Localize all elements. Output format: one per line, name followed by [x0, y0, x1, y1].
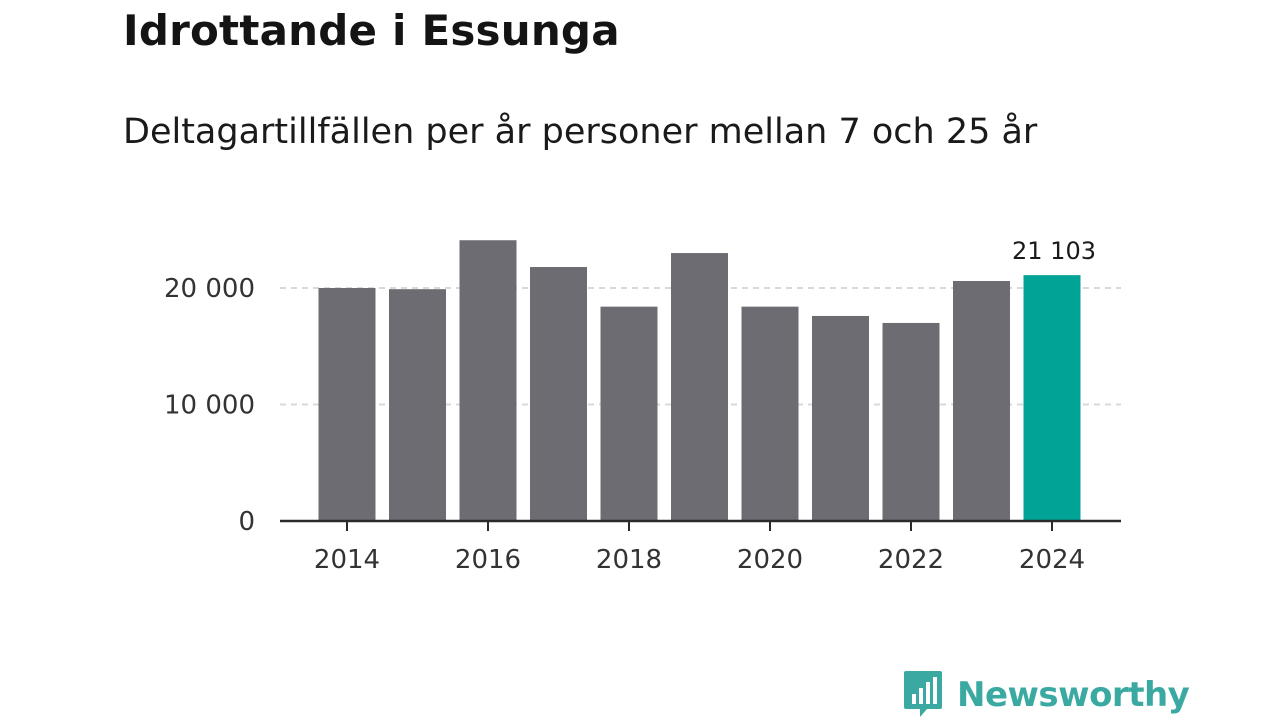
x-tick-label: 2018 [596, 545, 662, 575]
bar-2016 [459, 240, 517, 522]
bar-2017 [530, 267, 587, 521]
bar-2020 [741, 306, 799, 521]
x-tick-label: 2014 [314, 545, 380, 575]
bar-2019 [671, 253, 728, 522]
bar-value-label: 21 103 [1012, 237, 1096, 265]
y-tick-label: 20 000 [164, 274, 255, 304]
bar-2014 [318, 288, 376, 521]
x-tick-label: 2016 [455, 545, 521, 575]
x-tick-label: 2022 [878, 545, 944, 575]
bar-2015 [389, 289, 446, 521]
x-tick-label: 2024 [1019, 545, 1085, 575]
bar-2018 [600, 306, 658, 521]
brand-logo: Newsworthy [903, 670, 1190, 720]
y-tick-label: 10 000 [164, 391, 255, 421]
bar-2023 [953, 281, 1010, 521]
newsworthy-logo-icon [904, 671, 942, 717]
bar-2021 [812, 315, 869, 521]
chart-title: Idrottande i Essunga [123, 6, 620, 55]
brand-name: Newsworthy [957, 675, 1190, 715]
chart-subtitle: Deltagartillfällen per år personer mella… [123, 112, 1038, 152]
y-tick-label: 0 [238, 507, 255, 537]
bar-2022 [882, 322, 940, 521]
x-tick-label: 2020 [737, 545, 803, 575]
bar-2024 [1023, 275, 1081, 521]
